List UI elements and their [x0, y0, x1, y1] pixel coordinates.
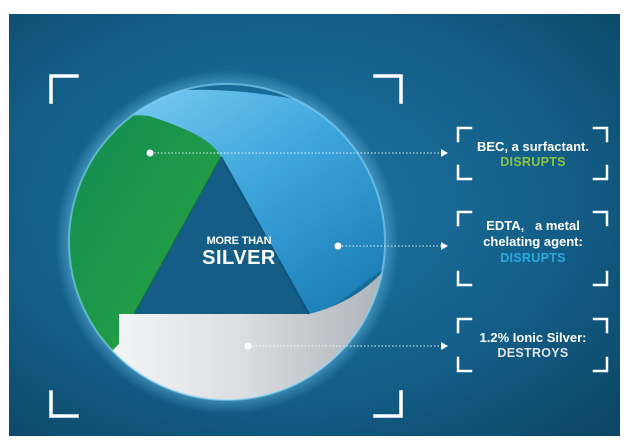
center-triangle: [134, 157, 309, 314]
bracket-bottom-right: [373, 390, 403, 418]
diagram-graphic: [9, 14, 620, 436]
frame-brackets: [49, 74, 403, 418]
callout-edta: EDTA, a metal chelating agent: DISRUPTS: [458, 218, 608, 266]
connector-bec: [146, 149, 448, 157]
bracket-bottom-left: [49, 390, 79, 418]
bracket-top-left: [49, 74, 79, 104]
callout-silver-status: DESTROYS: [497, 346, 569, 361]
connector-edta: [334, 242, 448, 250]
center-label: MORE THAN SILVER: [184, 235, 294, 269]
connector-silver: [244, 342, 448, 350]
callout-silver: 1.2% Ionic Silver: DESTROYS: [458, 330, 608, 362]
callout-bec: BEC, a surfactant. DISRUPTS: [458, 139, 608, 171]
bracket-top-right: [373, 74, 403, 104]
center-label-line2: SILVER: [202, 247, 276, 269]
sphere-rim: [68, 83, 386, 401]
callout-edta-status: DISRUPTS: [500, 250, 566, 265]
callout-edta-text-line1: EDTA, a metal: [486, 218, 580, 233]
infographic-panel: MORE THAN SILVER BEC, a surfactant. DISR…: [9, 14, 620, 436]
segment-blue: [69, 89, 385, 314]
callout-bec-status: DISRUPTS: [500, 155, 566, 170]
callout-frames: [456, 126, 609, 373]
center-label-line1: MORE THAN: [206, 235, 272, 247]
callout-bec-text: BEC, a surfactant.: [477, 139, 589, 154]
callout-edta-text-line2: chelating agent:: [483, 234, 583, 250]
callout-silver-text: 1.2% Ionic Silver:: [479, 330, 587, 345]
